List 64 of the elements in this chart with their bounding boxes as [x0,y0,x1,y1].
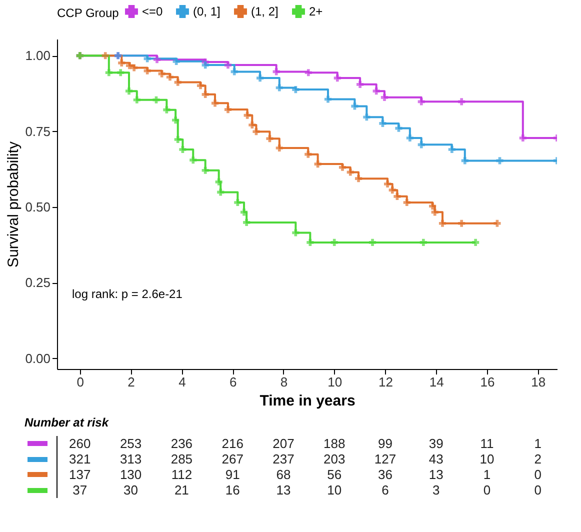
data-label: 10 [480,451,494,466]
x-axis-title: Time in years [260,392,356,410]
data-label: 3 [432,482,440,498]
data-label: 36 [378,466,392,482]
legend-label: (0, 1] [193,4,220,19]
x-tick-label: 2 [128,374,135,390]
annotation: log rank: p = 2.6e-21 [72,287,183,301]
y-tick-label: 0.50 [25,200,50,215]
data-label: 68 [276,466,291,482]
data-label: 137 [69,466,91,482]
data-label: 13 [276,482,291,498]
y-tick-label: 0.25 [25,275,50,290]
data-label: 1 [483,466,491,482]
data-label: 99 [378,436,392,451]
data-label: 203 [324,451,346,466]
data-label: 112 [171,466,192,482]
data-label: 6 [382,482,389,498]
legend-title: CCP Group [57,6,120,20]
data-label: 130 [120,466,142,482]
data-label: 216 [222,436,244,451]
data-label: 43 [428,451,444,466]
data-label: 0 [534,482,542,498]
x-tick-label: 6 [229,374,237,390]
data-label: 30 [124,482,138,498]
y-axis-title: Survival probability [5,141,22,268]
legend-label: (1, 2] [251,4,278,19]
data-label: 11 [480,436,494,451]
x-tick-label: 4 [178,374,186,390]
chart-title: Number at risk [24,416,110,430]
data-label: 13 [428,466,444,482]
data-label: 127 [374,451,396,466]
data-label: 39 [428,436,444,451]
data-label: 321 [69,451,91,466]
data-label: 56 [327,466,342,482]
data-label: 2 [534,451,542,466]
x-tick-label: 16 [480,374,495,390]
data-label: 237 [272,451,294,466]
data-label: 10 [327,482,342,498]
y-tick-label: 0.00 [25,350,50,366]
data-label: 313 [120,451,142,466]
y-tick-label: 0.75 [25,124,50,139]
data-label: 0 [483,482,491,498]
data-label: 37 [72,482,88,498]
data-label: 267 [222,451,244,466]
x-tick-label: 10 [328,374,342,390]
data-label: 285 [170,451,193,466]
data-label: 16 [225,482,240,498]
y-tick-label: 1.00 [25,48,50,64]
legend-label: <=0 [142,4,164,19]
data-label: 260 [69,436,91,451]
data-label: 0 [534,466,542,482]
data-label: 253 [120,436,142,451]
data-label: 207 [272,436,294,451]
data-label: 91 [225,466,240,482]
data-label: 236 [170,436,193,451]
x-tick-label: 12 [378,374,393,390]
data-label: 21 [174,482,189,498]
data-label: 188 [324,436,346,451]
x-tick-label: 8 [280,374,288,390]
data-label: 1 [534,436,542,451]
x-tick-label: 0 [76,374,84,390]
x-tick-label: 14 [429,374,444,390]
legend-label: 2+ [309,4,323,19]
x-tick-label: 18 [531,374,546,390]
